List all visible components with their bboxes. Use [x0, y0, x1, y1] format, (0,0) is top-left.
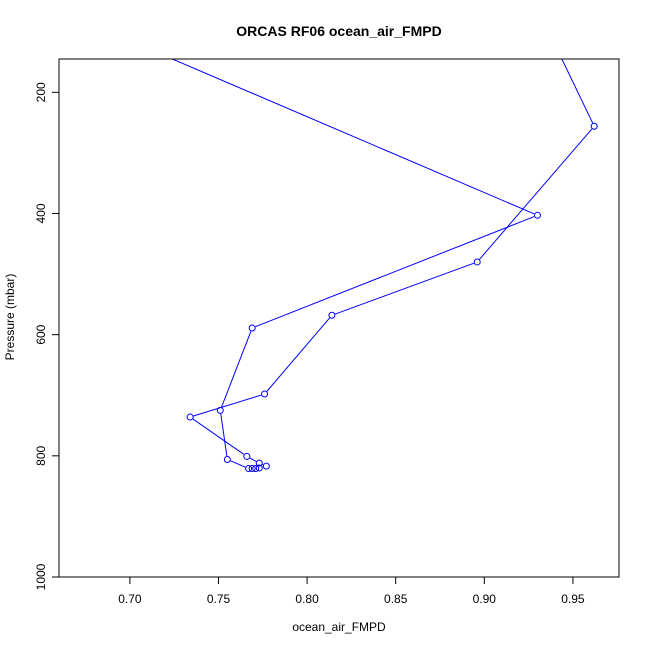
data-point: [216, 406, 224, 414]
plot-frame: [58, 58, 620, 578]
series-segment: [255, 216, 535, 328]
series-segment: [193, 394, 262, 417]
data-point: [473, 258, 481, 266]
x-axis-label: ocean_air_FMPD: [292, 620, 386, 634]
data-point: [262, 462, 270, 470]
data-point: [328, 311, 336, 319]
data-point: [590, 122, 598, 130]
series-segment: [230, 460, 246, 468]
series-segment: [249, 457, 257, 462]
x-tick-label: 0.95: [561, 592, 585, 606]
x-tick-label: 0.75: [207, 592, 231, 606]
data-point: [255, 464, 263, 472]
x-axis: 0.70 0.75 0.80 0.85 0.90 0.95: [118, 576, 585, 606]
series-segment: [479, 128, 593, 260]
data-point: [261, 390, 269, 398]
series-segment: [266, 317, 331, 392]
y-axis-label: Pressure (mbar): [3, 274, 17, 361]
y-tick-label: 600: [34, 324, 48, 344]
y-tick-label: 400: [34, 203, 48, 223]
data-point: [245, 465, 253, 473]
x-tick-label: 0.80: [295, 592, 319, 606]
series-segment: [561, 59, 594, 124]
series-segment: [192, 418, 245, 455]
plot-area: [171, 59, 598, 473]
data-point: [186, 413, 194, 421]
series-segment: [171, 59, 535, 215]
series-segment: [221, 331, 252, 408]
chart-title: ORCAS RF06 ocean_air_FMPD: [236, 23, 441, 39]
y-tick-label: 800: [34, 445, 48, 465]
data-point: [223, 455, 231, 463]
data-point: [248, 324, 256, 332]
y-tick-label: 1000: [34, 563, 48, 590]
data-point: [243, 452, 251, 460]
series-segment: [220, 413, 228, 457]
x-tick-label: 0.90: [473, 592, 497, 606]
series-segment: [335, 262, 475, 315]
data-point: [255, 459, 263, 467]
x-tick-label: 0.70: [118, 592, 142, 606]
data-point: [533, 211, 541, 219]
y-tick-label: 200: [34, 82, 48, 102]
data-point: [252, 465, 260, 473]
data-point: [248, 465, 256, 473]
x-tick-label: 0.85: [384, 592, 408, 606]
y-axis: 200 400 600 800 1000: [34, 82, 60, 590]
